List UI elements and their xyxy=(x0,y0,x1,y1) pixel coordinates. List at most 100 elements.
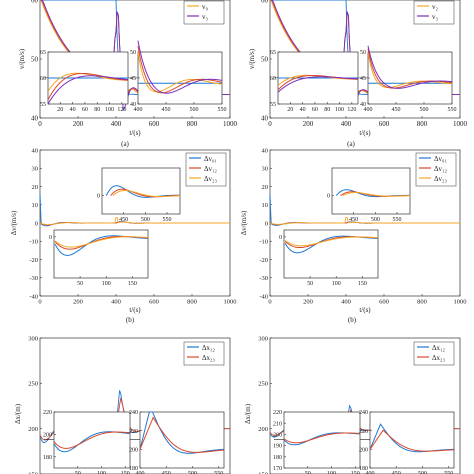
x-tick-label: 1000 xyxy=(224,299,237,306)
x-tick-label: 40 xyxy=(300,107,306,113)
inset-line xyxy=(139,416,225,453)
panel-caption: (a) xyxy=(347,140,355,148)
y-axis-label: Δv/(m/s) xyxy=(10,210,18,235)
y-tick-label: -10 xyxy=(259,239,268,246)
inset-plot: 50 100 150 180 200 220 xyxy=(43,410,131,474)
inset-line xyxy=(137,51,223,93)
y-tick-label: 65 xyxy=(270,50,276,56)
inset-area xyxy=(369,411,455,469)
x-tick-label: 600 xyxy=(379,120,390,128)
inset-line xyxy=(367,45,453,89)
legend-label: Δv₀₁ xyxy=(434,155,447,163)
y-axis-label: Δx/(m) xyxy=(244,403,252,424)
x-tick-label: 450 xyxy=(119,217,128,223)
y-tick-label: 200 xyxy=(28,426,38,433)
x-tick-label: 400 xyxy=(134,107,143,113)
x-tick-label: 800 xyxy=(187,120,198,128)
y-tick-label: 60 xyxy=(261,0,269,4)
legend: Δx₁₂ Δx₂₃ xyxy=(183,341,225,366)
x-tick-label: 200 xyxy=(303,120,314,128)
inset-line xyxy=(284,236,379,247)
legend: Δx₁₂ Δx₂₃ xyxy=(413,341,455,366)
x-tick-label: 200 xyxy=(303,299,313,306)
panel-caption: (a) xyxy=(121,140,129,148)
legend-label: v₀ xyxy=(202,3,209,11)
legend-label: Δx₁₂ xyxy=(202,344,215,352)
y-tick-label: 220 xyxy=(129,429,138,435)
x-tick-label: 500 xyxy=(418,471,427,474)
x-tick-label: 0 xyxy=(268,120,272,128)
x-tick-label: 60 xyxy=(312,107,318,113)
x-tick-label: 20 xyxy=(287,107,293,113)
y-tick-label: 60 xyxy=(270,76,276,82)
legend: v₂ v₃ xyxy=(413,0,455,25)
legend-label: Δv₁₂ xyxy=(434,165,447,173)
y-tick-label: 40 xyxy=(32,147,39,154)
legend-box xyxy=(415,152,457,187)
inset-line xyxy=(137,40,223,94)
y-tick-label: 200 xyxy=(273,433,282,439)
panel-velocity-right: 02004006008001000405060v/(m/s)t/(s)(a)5.… xyxy=(248,0,468,148)
y-tick-label: 0 xyxy=(49,235,52,241)
y-tick-label: 210 xyxy=(273,421,282,427)
series-line xyxy=(39,217,230,225)
x-tick-label: 100 xyxy=(97,471,106,474)
x-axis-label: t/(s) xyxy=(359,129,371,137)
x-tick-label: 400 xyxy=(111,120,122,128)
y-tick-label: -20 xyxy=(29,257,38,264)
y-tick-label: 200 xyxy=(359,447,368,453)
y-tick-label: 300 xyxy=(28,335,38,342)
y-tick-label: 170 xyxy=(273,466,282,472)
x-tick-label: 0 xyxy=(38,120,42,128)
x-tick-label: 550 xyxy=(163,217,172,223)
inset-plot: 400 450 500 550 180 200 220 240 xyxy=(129,410,225,474)
x-tick-label: 100 xyxy=(335,107,344,113)
y-tick-label: 0 xyxy=(265,220,268,227)
series-line xyxy=(269,217,460,225)
y-tick-label: 250 xyxy=(258,381,268,388)
inset-line xyxy=(105,185,180,198)
y-tick-label: 10 xyxy=(262,202,269,209)
x-tick-label: 400 xyxy=(136,471,145,474)
inset-line xyxy=(139,411,225,454)
x-tick-label: 500 xyxy=(371,217,380,223)
y-tick-label: 40 xyxy=(262,147,269,154)
y-tick-label: 0 xyxy=(35,220,38,227)
y-tick-label: 50 xyxy=(130,50,136,56)
x-tick-label: 450 xyxy=(349,217,358,223)
y-axis-label: Δv/(m/s) xyxy=(240,210,248,235)
inset-area xyxy=(53,229,149,279)
x-tick-label: 50 xyxy=(77,281,83,287)
y-tick-label: 50 xyxy=(360,50,366,56)
legend-label: v₃ xyxy=(202,13,209,21)
x-tick-label: 150 xyxy=(128,281,137,287)
x-tick-label: 550 xyxy=(448,107,457,113)
inset-area xyxy=(331,167,411,215)
x-tick-label: 150 xyxy=(121,471,130,474)
legend-label: Δx₂₃ xyxy=(432,354,445,362)
inset-line xyxy=(47,72,129,101)
x-axis-label: t/(s) xyxy=(129,306,141,314)
x-tick-label: 200 xyxy=(73,120,84,128)
legend-label: Δv₂₃ xyxy=(434,175,447,183)
x-tick-label: 150 xyxy=(358,281,367,287)
y-tick-label: 200 xyxy=(43,433,52,439)
y-tick-label: 150 xyxy=(28,471,38,474)
x-tick-label: 120 xyxy=(117,107,126,113)
x-tick-label: 450 xyxy=(162,107,171,113)
y-tick-label: 180 xyxy=(273,455,282,461)
y-tick-label: 45 xyxy=(130,76,136,82)
x-tick-label: 100 xyxy=(332,281,341,287)
x-tick-label: 800 xyxy=(187,299,197,306)
x-tick-label: 550 xyxy=(214,471,223,474)
inset-line xyxy=(53,431,131,449)
y-tick-label: 200 xyxy=(129,447,138,453)
x-tick-label: 400 xyxy=(341,120,352,128)
inset-plot: 20 40 60 80 100 120 55 60 65 xyxy=(270,50,359,113)
y-tick-label: 40 xyxy=(31,114,39,122)
x-tick-label: 450 xyxy=(162,471,171,474)
y-tick-label: 0 xyxy=(97,194,100,200)
y-tick-label: -30 xyxy=(29,275,38,282)
inset-plot: 400 450 500 550 40 45 50 xyxy=(130,40,227,113)
legend-label: Δv₁₂ xyxy=(204,165,217,173)
